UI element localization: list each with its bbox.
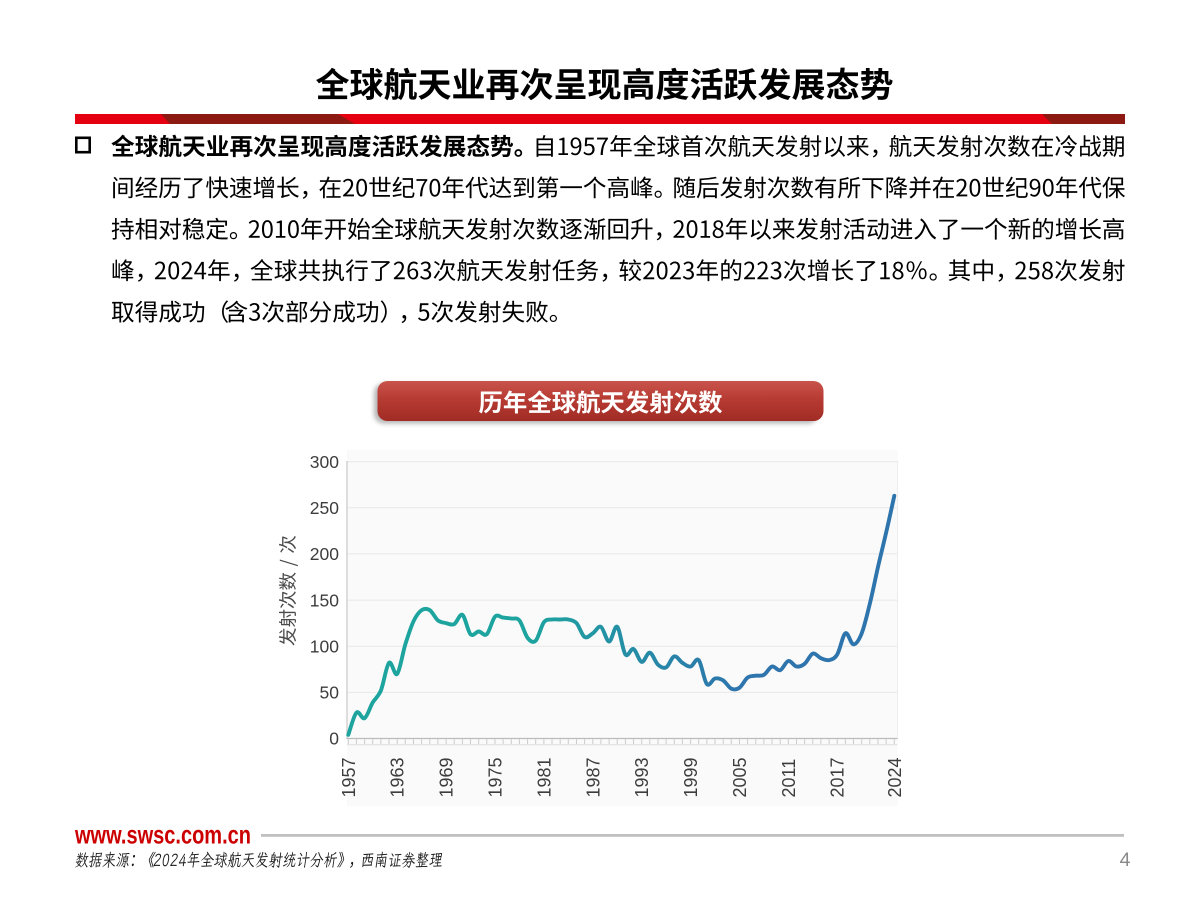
- svg-text:1993: 1993: [632, 757, 652, 797]
- svg-text:250: 250: [310, 498, 339, 518]
- svg-text:50: 50: [320, 683, 340, 703]
- svg-text:1987: 1987: [583, 757, 603, 797]
- svg-text:0: 0: [329, 729, 339, 749]
- svg-text:1975: 1975: [486, 757, 506, 797]
- svg-text:300: 300: [310, 452, 339, 472]
- svg-text:www.swsc.com.cn: www.swsc.com.cn: [74, 820, 251, 850]
- svg-text:2005: 2005: [730, 757, 750, 797]
- svg-text:200: 200: [310, 544, 339, 564]
- svg-text:1963: 1963: [388, 757, 408, 797]
- svg-text:2017: 2017: [828, 757, 848, 797]
- svg-text:1957: 1957: [339, 757, 359, 797]
- svg-text:100: 100: [310, 636, 339, 656]
- svg-text:1999: 1999: [681, 757, 701, 797]
- svg-text:150: 150: [310, 590, 339, 610]
- svg-text:1981: 1981: [534, 757, 554, 797]
- svg-text:4: 4: [1120, 849, 1131, 871]
- svg-text:2024: 2024: [885, 757, 905, 797]
- svg-text:2011: 2011: [779, 759, 799, 798]
- svg-text:1969: 1969: [437, 757, 457, 797]
